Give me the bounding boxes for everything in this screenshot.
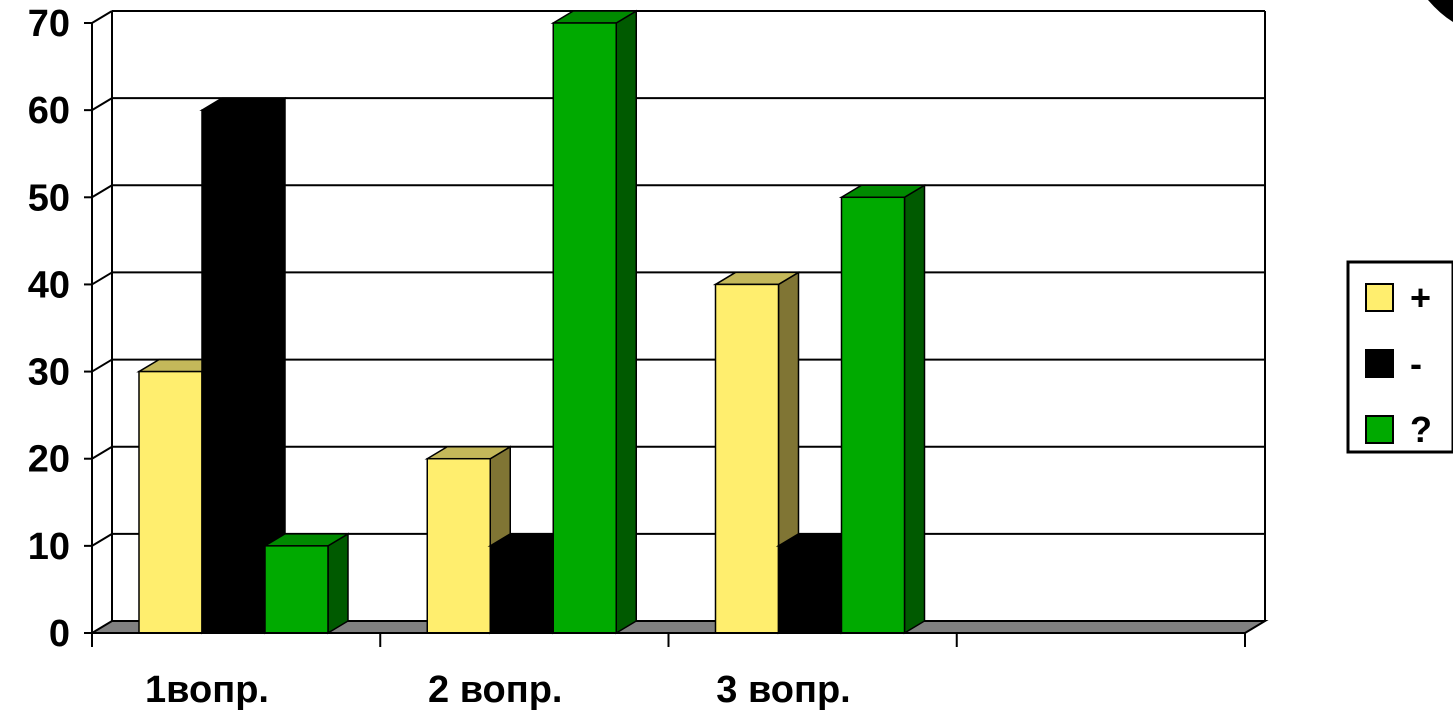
legend-swatch xyxy=(1365,415,1394,444)
x-category-label: 1вопр. xyxy=(145,669,269,710)
gridline-depth xyxy=(91,271,113,286)
gridline-depth xyxy=(91,532,113,547)
bar-front xyxy=(138,370,203,634)
legend-label: ? xyxy=(1410,409,1432,450)
corner-decoration xyxy=(1428,0,1453,22)
legend-box xyxy=(1346,260,1453,454)
y-tick-label: 30 xyxy=(28,352,70,394)
y-tick-label: 60 xyxy=(28,90,70,132)
bar-front xyxy=(840,196,906,634)
legend-label: + xyxy=(1410,277,1431,318)
bar-front xyxy=(264,545,329,634)
bar-side xyxy=(327,532,349,635)
legend-label: - xyxy=(1410,343,1422,384)
bar xyxy=(838,183,928,635)
legend-swatch xyxy=(1365,349,1394,378)
x-category-label: 3 вопр. xyxy=(716,669,850,710)
y-tick-label: 20 xyxy=(28,439,70,481)
bar-front xyxy=(714,283,780,634)
bar-front xyxy=(777,545,843,634)
bar-front xyxy=(426,457,491,634)
bar-front xyxy=(489,545,554,634)
y-tick-label: 0 xyxy=(49,613,70,655)
bar xyxy=(550,9,639,635)
y-tick-label: 50 xyxy=(28,177,70,219)
y-tick-label: 10 xyxy=(28,526,70,568)
gridline-depth xyxy=(91,445,113,460)
gridline-depth xyxy=(91,184,113,199)
bar xyxy=(262,532,351,635)
gridline-depth xyxy=(91,10,113,24)
gridline-depth xyxy=(91,358,113,373)
bar-side xyxy=(615,9,637,635)
y-tick-label: 40 xyxy=(28,264,70,306)
gridline-depth xyxy=(91,97,113,112)
y-tick-label: 70 xyxy=(28,3,70,45)
bar-front xyxy=(201,109,266,634)
bar-front xyxy=(552,22,617,634)
corner-arc-decoration xyxy=(1428,0,1453,22)
bar-side xyxy=(903,183,926,635)
x-category-label: 2 вопр. xyxy=(428,669,562,710)
legend-swatch xyxy=(1365,283,1394,312)
legend: + -? xyxy=(1346,260,1453,454)
axes: 0 10 20 30 40 50 60 70 1вопр. 2 вопр. 3 вопр. xyxy=(28,3,1246,710)
bars xyxy=(136,9,928,635)
